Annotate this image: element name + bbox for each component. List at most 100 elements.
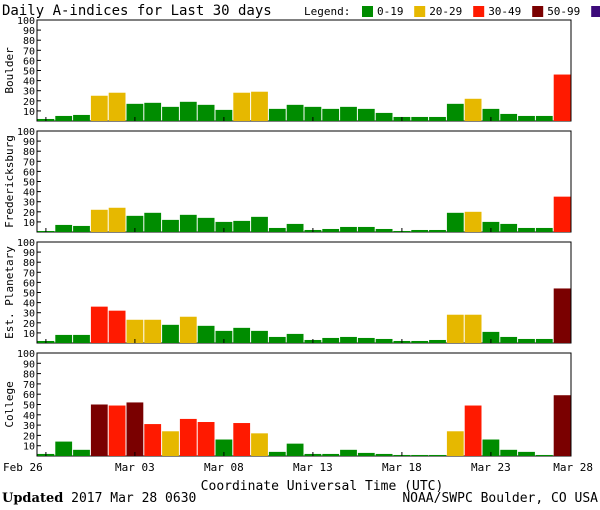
y-tick-label: 10 xyxy=(23,329,35,340)
bar xyxy=(535,227,553,232)
bar xyxy=(464,314,482,343)
panel-frame xyxy=(36,130,572,233)
bar xyxy=(251,330,268,343)
y-tick-label: 80 xyxy=(23,258,35,269)
y-tick-label: 40 xyxy=(23,411,35,422)
y-tick-label: 70 xyxy=(23,157,35,168)
y-tick-label: 60 xyxy=(23,167,35,178)
bar xyxy=(518,338,535,343)
bar xyxy=(375,228,393,232)
bar xyxy=(482,221,500,232)
bar xyxy=(251,433,268,456)
y-tick-label: 50 xyxy=(23,67,35,78)
panel-label: College xyxy=(3,381,16,427)
bar xyxy=(179,214,197,232)
y-tick-label: 70 xyxy=(23,46,35,57)
bar xyxy=(446,103,464,121)
bar xyxy=(286,333,304,343)
y-tick-label: 80 xyxy=(23,370,35,381)
bar xyxy=(268,451,286,456)
bar xyxy=(535,338,553,343)
bar xyxy=(197,422,215,456)
bar xyxy=(73,114,90,121)
footer-updated: Updated 2017 Mar 28 0630 xyxy=(2,491,196,506)
bar xyxy=(411,229,429,232)
bar xyxy=(322,337,340,343)
legend-swatch-0 xyxy=(362,6,373,17)
bar xyxy=(108,310,126,343)
bar xyxy=(179,418,197,456)
bar xyxy=(233,423,251,456)
y-tick-label: 60 xyxy=(23,56,35,67)
x-tick-label: Mar 18 xyxy=(382,461,422,474)
bar xyxy=(304,106,322,121)
panel-label: Fredericksburg xyxy=(3,135,16,228)
bar xyxy=(197,104,215,121)
panel-label: Boulder xyxy=(3,47,16,94)
bar xyxy=(340,336,357,343)
bar xyxy=(268,227,286,232)
bar xyxy=(55,224,73,232)
bar xyxy=(322,453,340,456)
y-tick-label: 100 xyxy=(17,127,35,138)
bar xyxy=(55,115,73,121)
bar xyxy=(375,112,393,121)
bar xyxy=(340,449,357,456)
x-tick-label: Feb 26 xyxy=(3,461,43,474)
bar xyxy=(340,226,357,232)
panel-label: Est. Planetary xyxy=(3,246,16,339)
bar xyxy=(553,74,571,121)
bar xyxy=(126,103,144,121)
bar xyxy=(429,116,446,121)
bar xyxy=(268,108,286,121)
bar xyxy=(251,216,268,232)
bar xyxy=(482,331,500,343)
bar xyxy=(90,306,108,343)
bar xyxy=(90,404,108,456)
y-tick-label: 100 xyxy=(17,349,35,360)
y-tick-label: 80 xyxy=(23,36,35,47)
panel-frame xyxy=(36,352,572,457)
bar xyxy=(126,319,144,343)
y-tick-label: 100 xyxy=(17,16,35,27)
y-tick-label: 30 xyxy=(23,198,35,209)
footer-source: NOAA/SWPC Boulder, CO USA xyxy=(402,491,598,506)
y-tick-label: 20 xyxy=(23,97,35,108)
y-tick-label: 30 xyxy=(23,87,35,98)
bar xyxy=(535,454,553,456)
bar xyxy=(286,223,304,232)
bar xyxy=(179,316,197,343)
y-tick-label: 10 xyxy=(23,107,35,118)
bar xyxy=(215,439,233,456)
panel-frame xyxy=(36,241,572,344)
y-tick-label: 30 xyxy=(23,421,35,432)
bar xyxy=(411,340,429,343)
bar xyxy=(518,115,535,121)
legend-item-label: 50-99 xyxy=(547,5,580,18)
bar xyxy=(446,212,464,232)
bar xyxy=(55,334,73,343)
x-tick-label: Mar 08 xyxy=(204,461,244,474)
y-tick-label: 80 xyxy=(23,147,35,158)
panel-frame xyxy=(36,19,572,122)
y-tick-label: 90 xyxy=(23,137,35,148)
bar xyxy=(215,221,233,232)
y-tick-label: 50 xyxy=(23,401,35,412)
y-tick-label: 100 xyxy=(17,238,35,249)
bar xyxy=(464,211,482,232)
bar xyxy=(429,454,446,456)
bar xyxy=(162,431,179,456)
legend-swatch-4 xyxy=(591,6,600,17)
bar xyxy=(126,215,144,232)
bar xyxy=(162,324,179,343)
bar xyxy=(535,115,553,121)
bar xyxy=(357,452,375,456)
bar xyxy=(179,101,197,121)
bar xyxy=(286,443,304,456)
updated-label: Updated xyxy=(2,491,64,506)
y-tick-label: 50 xyxy=(23,178,35,189)
